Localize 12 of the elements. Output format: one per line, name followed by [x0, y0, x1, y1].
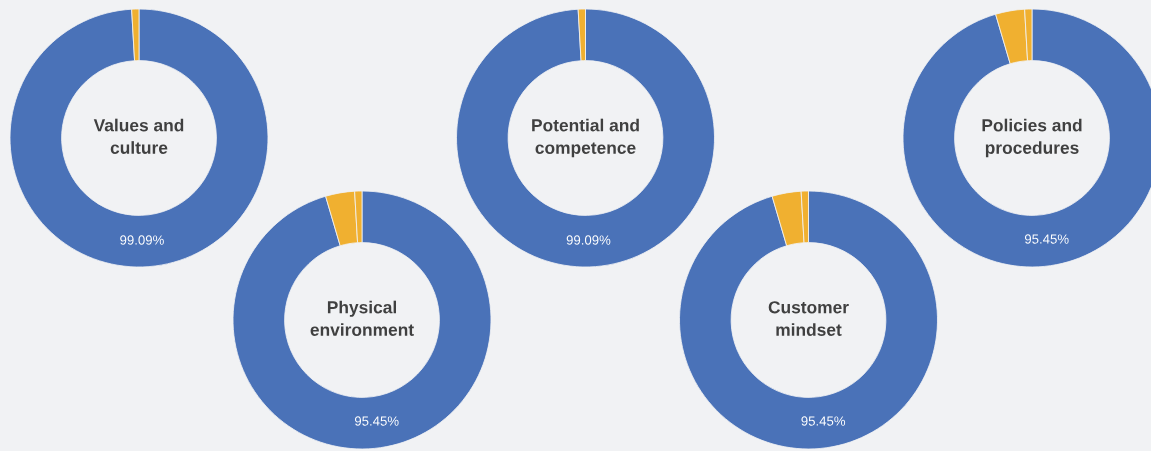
text: Potential and competence [532, 118, 639, 158]
data-label: 95.45% [1024, 234, 1069, 244]
donut-slice [9, 8, 269, 268]
data-label: 95.45% [801, 416, 846, 426]
text: Customer mindset [768, 301, 849, 336]
text: Policies and procedures [982, 118, 1082, 158]
text: Physical environment [310, 300, 414, 336]
data-label: 99.09% [566, 235, 611, 245]
text: Values and culture [93, 118, 184, 154]
donut-slice [456, 8, 715, 268]
data-label: 95.45% [354, 416, 399, 426]
data-label: 99.09% [120, 235, 164, 245]
